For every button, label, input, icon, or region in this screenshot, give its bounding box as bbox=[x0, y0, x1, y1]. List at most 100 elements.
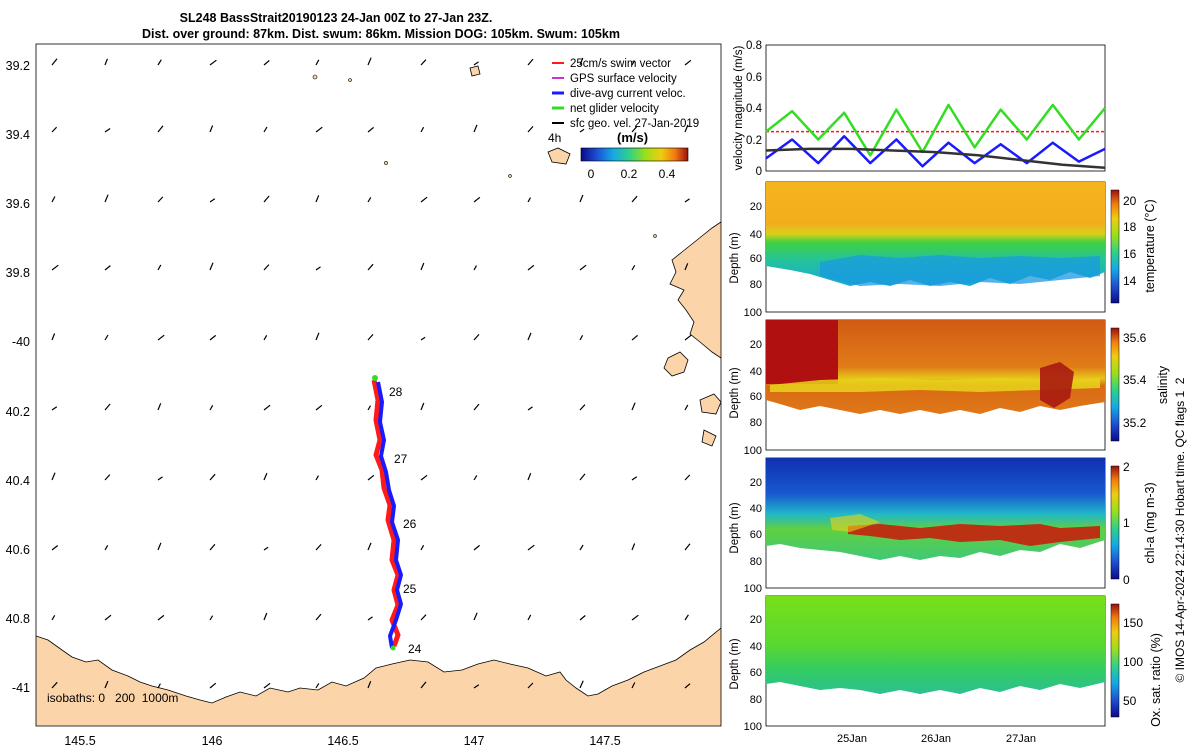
map-legend: 25cm/s swim vector GPS surface velocity … bbox=[548, 58, 699, 181]
geo-velocity-arrow bbox=[104, 614, 112, 621]
chl-cbar-label: chl-a (mg m-3) bbox=[1143, 482, 1157, 563]
geo-velocity-arrow bbox=[631, 125, 638, 133]
sal-cbar-tick: 35.4 bbox=[1123, 373, 1147, 387]
day-label-27: 27 bbox=[394, 452, 408, 466]
geo-velocity-arrow bbox=[157, 264, 162, 271]
geo-velocity-arrow bbox=[315, 195, 320, 203]
ox-cbar-tick: 100 bbox=[1123, 655, 1143, 669]
depth-ticks-salinity: 20 40 60 80 100 bbox=[744, 339, 762, 457]
land-island-kent bbox=[547, 147, 571, 165]
geo-velocity-arrow bbox=[473, 196, 481, 203]
depth-tick: 80 bbox=[750, 279, 762, 291]
geo-velocity-arrow bbox=[579, 57, 584, 66]
chlorophyll-field bbox=[766, 458, 1105, 560]
geo-velocity-arrow bbox=[51, 472, 56, 481]
geo-velocity-arrow bbox=[473, 612, 478, 621]
geo-velocity-arrow bbox=[684, 124, 689, 133]
colorbar-tick-0: 0 bbox=[588, 167, 595, 181]
oxygen-colorbar bbox=[1110, 603, 1120, 718]
depth-tick: 80 bbox=[750, 694, 762, 706]
geo-velocity-arrow bbox=[51, 545, 59, 551]
time-tick-25jan: 25Jan bbox=[837, 733, 867, 745]
land-tasmania bbox=[36, 627, 721, 726]
geo-velocity-arrow bbox=[51, 58, 58, 66]
geo-velocity-arrow bbox=[684, 474, 691, 481]
depth-tick: 60 bbox=[750, 667, 762, 679]
map-x-tick: 146.5 bbox=[327, 734, 358, 748]
geo-velocity-arrow bbox=[367, 126, 374, 133]
salinity-panel: Depth (m) 35.2 35.4 35.6 salinity bbox=[729, 319, 1170, 451]
geo-velocity-arrow bbox=[263, 612, 268, 621]
geo-velocity-arrow bbox=[527, 126, 534, 133]
map-x-axis: 145.5 146 146.5 147 147.5 bbox=[64, 734, 620, 748]
legend-label-geo: sfc geo. vel. 27-Jan-2019 bbox=[570, 118, 699, 130]
geo-velocity-arrow bbox=[420, 402, 425, 411]
geo-velocity-arrow bbox=[157, 542, 162, 551]
geo-velocity-arrow bbox=[263, 472, 268, 481]
depth-tick: 40 bbox=[750, 641, 762, 653]
geo-velocity-arrow bbox=[684, 543, 691, 551]
map-y-axis: 39.2 39.4 39.6 39.8 -40 40.2 40.4 40.6 4… bbox=[6, 59, 30, 695]
geo-velocity-arrow bbox=[367, 405, 372, 411]
land-island-b bbox=[699, 393, 721, 415]
geo-velocity-arrow bbox=[51, 126, 58, 133]
geo-velocity-arrow bbox=[579, 404, 586, 411]
geo-velocity-arrow bbox=[209, 543, 216, 551]
geo-velocity-arrow bbox=[367, 542, 372, 551]
velocity-series-line bbox=[765, 103, 1106, 157]
geo-velocity-arrow bbox=[579, 264, 587, 271]
track-map: 28 27 26 25 24 25cm/s swim vector GPS su… bbox=[6, 43, 722, 748]
land-islet bbox=[508, 174, 512, 178]
geo-velocity-arrow bbox=[104, 403, 111, 411]
oxygen-field bbox=[766, 596, 1105, 694]
colorbar-tick-2: 0.4 bbox=[659, 167, 676, 181]
geo-velocity-arrow bbox=[104, 545, 109, 551]
geo-velocity-arrow bbox=[104, 334, 109, 341]
sfc-geo-velocity-field bbox=[51, 57, 692, 689]
geo-velocity-arrow bbox=[684, 683, 691, 689]
depth-tick: 40 bbox=[750, 366, 762, 378]
geo-velocity-arrow bbox=[684, 263, 689, 271]
geo-velocity-arrow bbox=[473, 61, 479, 66]
velocity-panel: velocity magnitude (m/s) 0 0.2 0.4 0.6 0… bbox=[733, 40, 1106, 178]
land-islet bbox=[348, 78, 352, 82]
geo-velocity-arrow bbox=[209, 262, 214, 271]
geo-velocity-arrow bbox=[684, 198, 690, 203]
depth-ticks-temperature: 20 40 60 80 100 bbox=[744, 201, 762, 319]
depth-tick: 100 bbox=[744, 307, 762, 319]
geo-velocity-arrow bbox=[367, 57, 372, 66]
depth-tick: 40 bbox=[750, 229, 762, 241]
land-island-small bbox=[469, 65, 481, 77]
geo-velocity-arrow bbox=[420, 126, 425, 133]
geo-velocity-arrow bbox=[263, 682, 271, 689]
geo-velocity-arrow bbox=[684, 404, 689, 411]
oxygen-panel: Depth (m) 50 100 150 Ox. sat. ratio (%) … bbox=[729, 595, 1163, 745]
geo-velocity-arrow bbox=[104, 58, 108, 66]
track-start-marker bbox=[372, 375, 378, 381]
geo-velocity-arrow bbox=[473, 124, 478, 133]
isobaths-label: isobaths: 0 200 1000m bbox=[47, 691, 178, 705]
map-y-tick: 39.2 bbox=[6, 59, 30, 73]
geo-velocity-arrow bbox=[527, 197, 532, 203]
geo-velocity-arrow bbox=[209, 615, 214, 621]
geo-velocity-arrow bbox=[157, 334, 165, 341]
depth-tick: 20 bbox=[750, 614, 762, 626]
geo-velocity-arrow bbox=[157, 476, 163, 481]
colorbar-units: (m/s) bbox=[617, 130, 648, 145]
depth-tick: 20 bbox=[750, 201, 762, 213]
geo-velocity-arrow bbox=[104, 474, 111, 481]
geo-velocity-arrow bbox=[420, 614, 427, 621]
geo-velocity-arrow bbox=[157, 125, 164, 133]
geo-velocity-arrow bbox=[367, 680, 372, 689]
ox-ylabel: Depth (m) bbox=[729, 638, 741, 689]
temp-cbar-tick: 20 bbox=[1123, 194, 1137, 208]
chlorophyll-yellow-band bbox=[830, 514, 880, 532]
geo-velocity-arrow bbox=[684, 334, 692, 341]
geo-velocity-arrow bbox=[209, 405, 214, 411]
geo-velocity-arrow bbox=[209, 682, 217, 689]
geo-velocity-arrow bbox=[315, 59, 320, 66]
track-end-marker bbox=[390, 645, 396, 651]
legend-label-dive-avg: dive-avg current veloc. bbox=[570, 88, 686, 100]
chl-cbar-tick: 1 bbox=[1123, 516, 1130, 530]
map-y-tick: 40.6 bbox=[6, 543, 30, 557]
